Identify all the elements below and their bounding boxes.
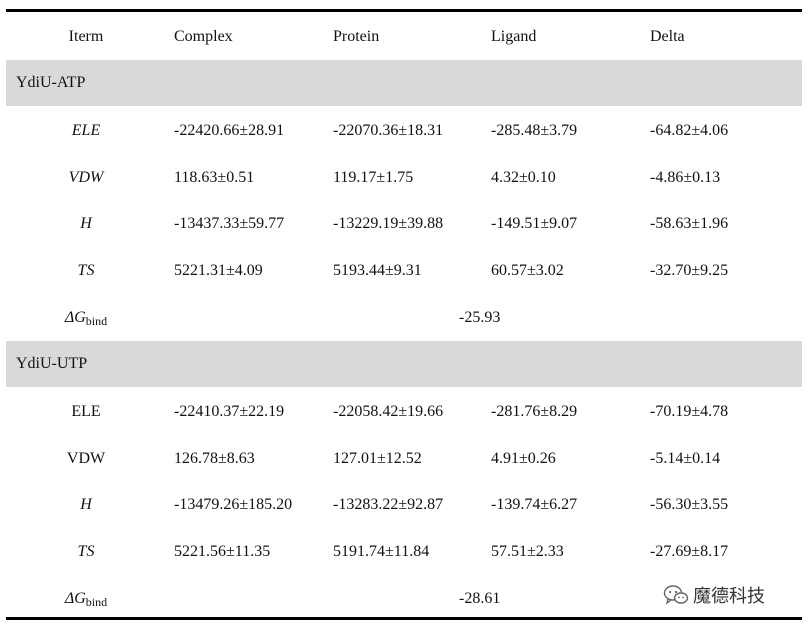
- table-row: TS 5221.56±11.35 5191.74±11.84 57.51±2.3…: [6, 543, 802, 563]
- cell-protein: -22070.36±18.31: [333, 122, 444, 139]
- delta-g-row-utp: ΔGbind -28.61: [6, 590, 802, 612]
- table-row: ELE -22410.37±22.19 -22058.42±19.66 -281…: [6, 403, 802, 423]
- cell-delta: -56.30±3.55: [650, 496, 729, 513]
- cell-delta: -32.70±9.25: [650, 262, 729, 279]
- section-title-utp: YdiU-UTP: [16, 355, 88, 372]
- cell-ligand: 4.32±0.10: [491, 169, 556, 186]
- table-row: TS 5221.31±4.09 5193.44±9.31 60.57±3.02 …: [6, 262, 802, 282]
- watermark: 魔德科技: [663, 582, 765, 608]
- header-item: Iterm: [68, 28, 104, 45]
- cell-complex: 118.63±0.51: [174, 169, 255, 186]
- cell-ligand: 4.91±0.26: [491, 450, 556, 467]
- delta-g-value: -25.93: [459, 309, 501, 326]
- delta-g-value: -28.61: [459, 590, 501, 607]
- table-row: H -13437.33±59.77 -13229.19±39.88 -149.5…: [6, 215, 802, 235]
- row-label: VDW: [66, 450, 106, 467]
- table-row: ELE -22420.66±28.91 -22070.36±18.31 -285…: [6, 122, 802, 142]
- cell-ligand: 60.57±3.02: [491, 262, 564, 279]
- cell-delta: -5.14±0.14: [650, 450, 721, 467]
- cell-protein: 127.01±12.52: [333, 450, 422, 467]
- cell-ligand: 57.51±2.33: [491, 543, 564, 560]
- delta-g-symbol: ΔG: [64, 309, 86, 326]
- delta-g-symbol: ΔG: [64, 590, 86, 607]
- header-ligand: Ligand: [491, 28, 537, 45]
- section-header-utp: YdiU-UTP: [6, 341, 802, 387]
- table-top-rule: [6, 9, 802, 12]
- row-label: H: [80, 496, 92, 513]
- cell-ligand: -149.51±9.07: [491, 215, 578, 232]
- cell-protein: 119.17±1.75: [333, 169, 414, 186]
- cell-complex: -22410.37±22.19: [174, 403, 285, 420]
- row-label: VDW: [68, 169, 104, 186]
- cell-delta: -70.19±4.78: [650, 403, 729, 420]
- section-title-atp: YdiU-ATP: [16, 74, 86, 91]
- delta-g-row-atp: ΔGbind -25.93: [6, 309, 802, 331]
- row-label: ELE: [71, 403, 101, 420]
- delta-g-label: ΔGbind: [6, 309, 166, 328]
- cell-protein: -13283.22±92.87: [333, 496, 444, 513]
- cell-delta: -4.86±0.13: [650, 169, 721, 186]
- cell-complex: 5221.31±4.09: [174, 262, 263, 279]
- delta-g-subscript: bind: [85, 314, 108, 328]
- cell-ligand: -139.74±6.27: [491, 496, 578, 513]
- watermark-text: 魔德科技: [693, 586, 765, 607]
- cell-delta: -64.82±4.06: [650, 122, 729, 139]
- delta-g-subscript: bind: [85, 595, 108, 609]
- cell-complex: -13479.26±185.20: [174, 496, 293, 513]
- header-protein: Protein: [333, 28, 380, 45]
- row-label: TS: [77, 543, 95, 560]
- table-bottom-rule: [6, 617, 802, 620]
- table-header-row: Iterm Complex Protein Ligand Delta: [6, 28, 802, 48]
- row-label: TS: [77, 262, 95, 279]
- cell-protein: -22058.42±19.66: [333, 403, 444, 420]
- table-row: VDW 118.63±0.51 119.17±1.75 4.32±0.10 -4…: [6, 169, 802, 189]
- cell-ligand: -281.76±8.29: [491, 403, 578, 420]
- table-row: VDW 126.78±8.63 127.01±12.52 4.91±0.26 -…: [6, 450, 802, 470]
- cell-protein: 5193.44±9.31: [333, 262, 422, 279]
- cell-complex: -22420.66±28.91: [174, 122, 285, 139]
- wechat-icon: [663, 585, 689, 605]
- row-label: ELE: [71, 122, 101, 139]
- cell-complex: 5221.56±11.35: [174, 543, 271, 560]
- cell-protein: 5191.74±11.84: [333, 543, 430, 560]
- cell-delta: -58.63±1.96: [650, 215, 729, 232]
- delta-g-label: ΔGbind: [6, 590, 166, 609]
- cell-complex: -13437.33±59.77: [174, 215, 285, 232]
- cell-ligand: -285.48±3.79: [491, 122, 578, 139]
- table-row: H -13479.26±185.20 -13283.22±92.87 -139.…: [6, 496, 802, 516]
- row-label: H: [80, 215, 92, 232]
- header-complex: Complex: [174, 28, 233, 45]
- cell-delta: -27.69±8.17: [650, 543, 729, 560]
- cell-complex: 126.78±8.63: [174, 450, 255, 467]
- section-header-atp: YdiU-ATP: [6, 60, 802, 106]
- header-delta: Delta: [650, 28, 685, 45]
- cell-protein: -13229.19±39.88: [333, 215, 444, 232]
